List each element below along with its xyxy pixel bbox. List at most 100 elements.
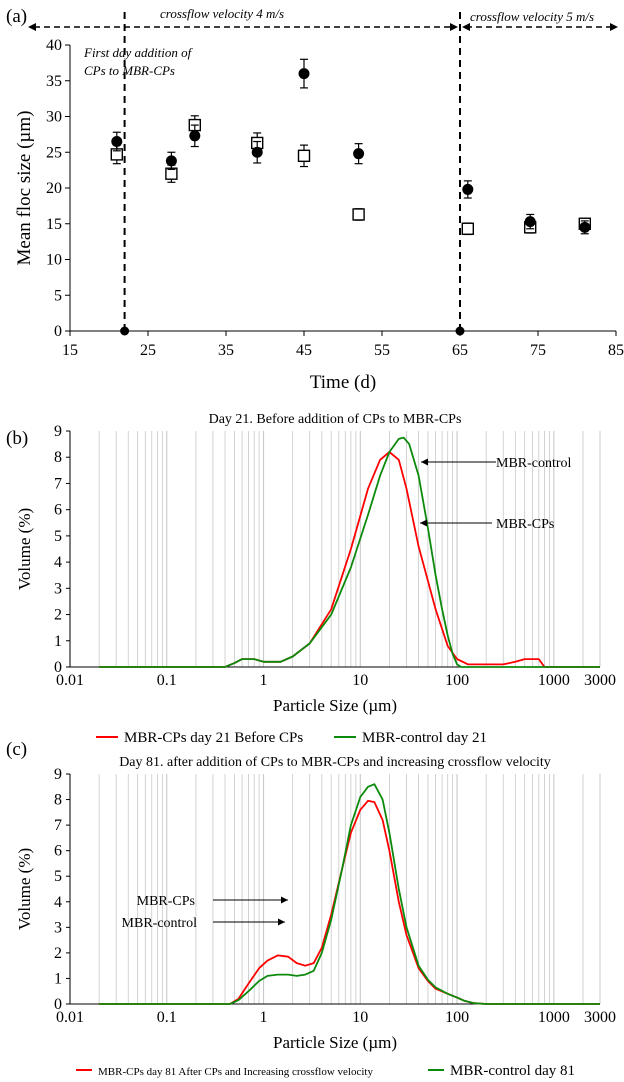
x-tick-label: 3000 bbox=[584, 1009, 616, 1026]
x-tick-label: 0.01 bbox=[56, 672, 84, 689]
legend-label-mbr-cps: MBR-CPs day 21 Before CPs bbox=[124, 730, 303, 746]
arrowhead-left bbox=[28, 23, 36, 31]
panel-title: Day 81. after addition of CPs to MBR-CPs… bbox=[119, 755, 551, 770]
panel-title: Day 21. Before addition of CPs to MBR-CP… bbox=[209, 412, 462, 427]
y-tick-label: 15 bbox=[46, 216, 62, 233]
y-tick-label: 9 bbox=[54, 423, 62, 440]
first-day-note-line1: First day addition of bbox=[83, 45, 194, 60]
filled-circle-point bbox=[579, 221, 591, 233]
crossflow-label-2: crossflow velocity 5 m/s bbox=[470, 9, 594, 24]
callout-label: MBR-CPs bbox=[496, 517, 554, 532]
panel-label: (c) bbox=[6, 739, 27, 760]
y-tick-label: 3 bbox=[54, 919, 62, 936]
y-tick-label: 7 bbox=[54, 475, 62, 492]
y-tick-label: 8 bbox=[54, 449, 62, 466]
callout-arrowhead bbox=[421, 458, 428, 466]
y-tick-label: 30 bbox=[46, 109, 62, 126]
x-tick-label: 45 bbox=[296, 342, 312, 359]
y-tick-label: 25 bbox=[46, 144, 62, 161]
x-tick-label: 0.01 bbox=[56, 1009, 84, 1026]
y-axis-title: Mean floc size (µm) bbox=[14, 111, 35, 266]
arrowhead-left bbox=[462, 23, 470, 31]
arrowhead-right bbox=[450, 23, 458, 31]
y-tick-label: 7 bbox=[54, 817, 62, 834]
x-tick-label: 3000 bbox=[584, 672, 616, 689]
y-tick-label: 0 bbox=[54, 323, 62, 340]
x-tick-label: 1000 bbox=[538, 1009, 570, 1026]
first-day-note-line2: CPs to MBR-CPs bbox=[84, 63, 175, 78]
panel-a: (a) 0 5 10 15 20 25 30 35 40 15 25 35 45 55 65 75 85 Time … bbox=[6, 6, 624, 393]
y-tick-label: 3 bbox=[54, 580, 62, 597]
y-tick-label: 40 bbox=[46, 37, 62, 54]
y-tick-label: 35 bbox=[46, 73, 62, 90]
y-tick-label: 20 bbox=[46, 180, 62, 197]
y-tick-label: 2 bbox=[54, 607, 62, 624]
y-tick-label: 6 bbox=[54, 502, 62, 519]
x-tick-label: 100 bbox=[445, 672, 469, 689]
x-tick-label: 1 bbox=[260, 672, 268, 689]
y-tick-label: 2 bbox=[54, 945, 62, 962]
x-tick-label: 10 bbox=[352, 672, 368, 689]
x-tick-label: 100 bbox=[445, 1009, 469, 1026]
y-tick-label: 6 bbox=[54, 843, 62, 860]
crossflow-label-1: crossflow velocity 4 m/s bbox=[160, 6, 284, 21]
filled-circle-point bbox=[353, 148, 365, 160]
y-axis-title: Volume (%) bbox=[15, 508, 34, 590]
y-tick-label: 5 bbox=[54, 868, 62, 885]
axis-marker-point bbox=[120, 326, 130, 336]
x-tick-label: 25 bbox=[140, 342, 156, 359]
y-tick-label: 0 bbox=[54, 659, 62, 676]
y-tick-label: 9 bbox=[54, 766, 62, 783]
axis-marker-point bbox=[455, 326, 465, 336]
y-tick-label: 0 bbox=[54, 996, 62, 1013]
x-tick-label: 0.1 bbox=[157, 672, 177, 689]
y-tick-label: 5 bbox=[54, 528, 62, 545]
callout-label: MBR-control bbox=[122, 916, 198, 931]
x-tick-label: 1 bbox=[260, 1009, 268, 1026]
x-tick-label: 10 bbox=[352, 1009, 368, 1026]
legend-label-mbr-control: MBR-control day 81 bbox=[450, 1063, 575, 1079]
callout-label: MBR-control bbox=[496, 456, 572, 471]
x-tick-label: 85 bbox=[608, 342, 624, 359]
panel-c: (c) 0 1 2 3 4 5 6 7 8 9 0.01 0.1 1 10 100 1000 3000 Day 81… bbox=[6, 739, 616, 1079]
y-tick-label: 5 bbox=[54, 287, 62, 304]
callout-label: MBR-CPs bbox=[137, 894, 195, 909]
x-tick-label: 15 bbox=[62, 342, 78, 359]
filled-circle-point bbox=[524, 216, 536, 228]
filled-circle-point bbox=[251, 146, 263, 158]
legend-label-mbr-cps: MBR-CPs day 81 After CPs and Increasing … bbox=[98, 1066, 373, 1078]
y-tick-label: 4 bbox=[54, 554, 62, 571]
panel-label: (a) bbox=[6, 6, 27, 27]
open-square-point bbox=[352, 208, 365, 221]
series-line-mbr-control bbox=[99, 436, 600, 668]
x-tick-label: 75 bbox=[530, 342, 546, 359]
filled-circle-point bbox=[165, 155, 177, 167]
filled-circle-point bbox=[111, 136, 123, 148]
panel-b: (b) 0 1 2 3 4 5 6 7 8 9 0.01 0.1 1 10 100 1000 3000 Day 21… bbox=[6, 412, 616, 746]
y-tick-label: 4 bbox=[54, 894, 62, 911]
x-axis-title: Particle Size (µm) bbox=[273, 696, 397, 715]
open-square-point bbox=[461, 222, 474, 235]
callout-arrowhead bbox=[278, 918, 285, 926]
callout-arrowhead bbox=[420, 519, 427, 527]
filled-circle-point bbox=[298, 68, 310, 80]
x-tick-label: 0.1 bbox=[157, 1009, 177, 1026]
x-axis-title: Particle Size (µm) bbox=[273, 1033, 397, 1052]
y-tick-label: 10 bbox=[46, 252, 62, 269]
open-square-point bbox=[297, 149, 311, 163]
filled-circle-point bbox=[462, 183, 474, 195]
x-axis-title: Time (d) bbox=[310, 372, 376, 393]
panel-label: (b) bbox=[6, 428, 28, 449]
x-tick-label: 1000 bbox=[538, 672, 570, 689]
series-line-mbr-control bbox=[99, 783, 600, 1005]
x-tick-label: 35 bbox=[218, 342, 234, 359]
arrowhead-right bbox=[610, 23, 618, 31]
callout-arrowhead bbox=[281, 896, 288, 904]
x-tick-label: 65 bbox=[452, 342, 468, 359]
y-tick-label: 1 bbox=[54, 970, 62, 987]
y-axis-title: Volume (%) bbox=[15, 848, 34, 930]
y-tick-label: 1 bbox=[54, 633, 62, 650]
y-tick-label: 8 bbox=[54, 792, 62, 809]
legend-label-mbr-control: MBR-control day 21 bbox=[362, 730, 487, 746]
